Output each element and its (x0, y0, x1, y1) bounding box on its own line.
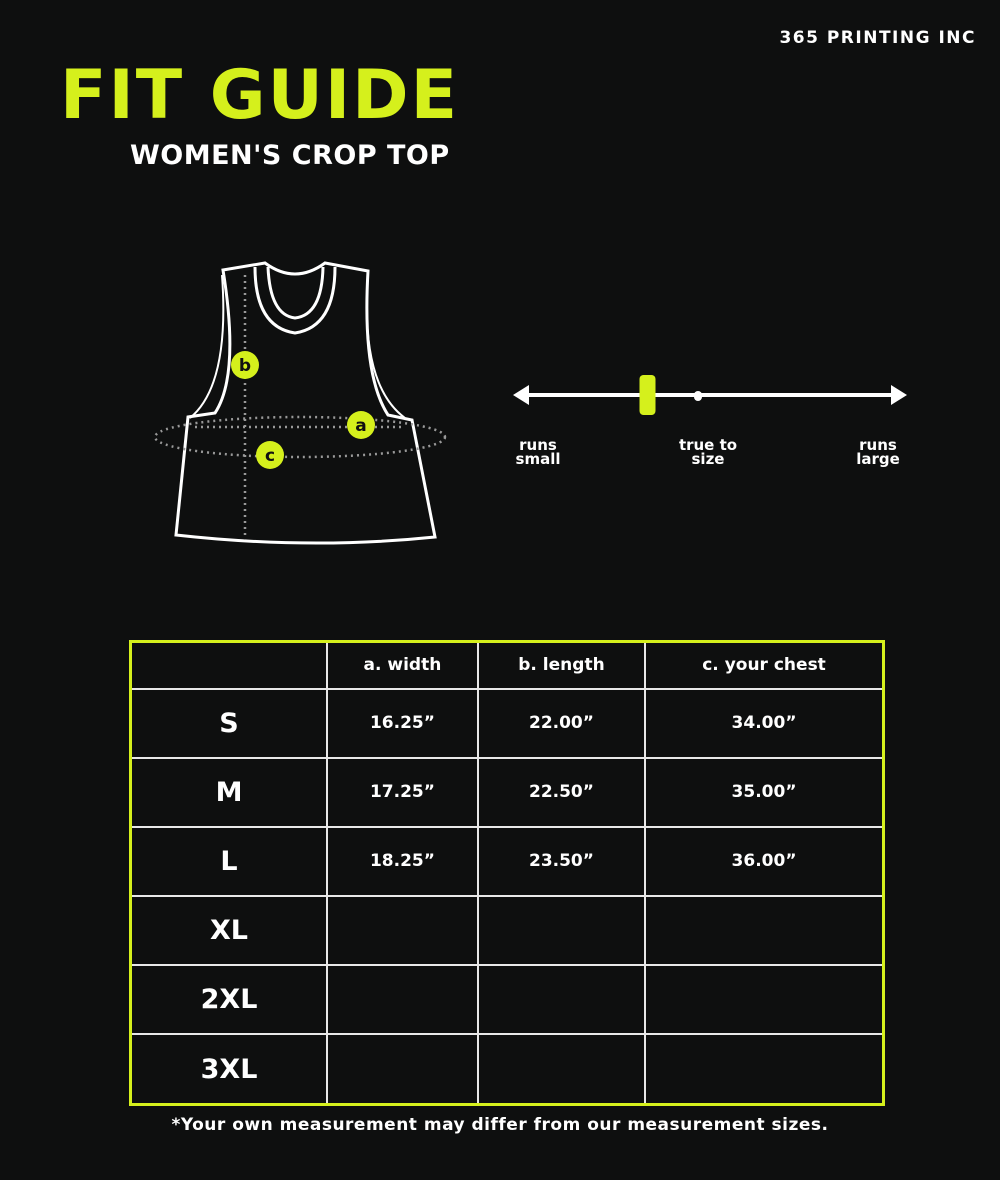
header-cell: c. your chest (644, 640, 885, 690)
width-cell: 18.25” (326, 825, 479, 898)
chest-cell (644, 964, 885, 1036)
true-to-size-tick (694, 391, 702, 401)
length-cell: 23.50” (476, 825, 647, 898)
size-cell: S (129, 687, 328, 759)
label-c-marker (256, 441, 284, 469)
header-cell: b. length (476, 640, 647, 690)
true-to-size-label: true to size (678, 436, 738, 468)
table-row: 3XL (129, 1033, 885, 1106)
width-cell (326, 894, 479, 967)
length-cell (476, 1033, 647, 1106)
table-row: L 18.25” 23.50” 36.00” (129, 825, 885, 898)
length-cell (476, 964, 647, 1036)
table-row: 2XL (129, 964, 885, 1036)
label-b: b (239, 356, 251, 376)
chest-cell (644, 1033, 885, 1106)
page-subtitle: WOMEN'S CROP TOP (130, 140, 450, 171)
size-cell: 2XL (129, 964, 328, 1036)
header-cell: a. width (326, 640, 479, 690)
brand-name: 365 PRINTING INC (779, 28, 976, 48)
label-a: a (355, 416, 366, 436)
length-cell: 22.50” (476, 756, 647, 828)
chest-cell (644, 894, 885, 967)
footnote: *Your own measurement may differ from ou… (171, 1115, 829, 1135)
runs-large-label: runs large (856, 436, 900, 468)
width-cell: 16.25” (326, 687, 479, 759)
chest-cell: 36.00” (644, 825, 885, 898)
table-row: S 16.25” 22.00” 34.00” (129, 687, 885, 759)
header-cell (129, 640, 328, 690)
width-cell (326, 964, 479, 1036)
right-arrow-icon (891, 385, 907, 405)
label-c: c (265, 446, 275, 466)
length-cell (476, 894, 647, 967)
size-cell: XL (129, 894, 328, 967)
width-cell: 17.25” (326, 756, 479, 828)
left-arrow-icon (513, 385, 529, 405)
label-a-marker (347, 411, 375, 439)
crop-top-diagram: b a c (153, 261, 447, 545)
table-row: M 17.25” 22.50” 35.00” (129, 756, 885, 828)
page-title: FIT GUIDE (60, 56, 460, 135)
size-cell: L (129, 825, 328, 898)
label-b-marker (231, 351, 259, 379)
size-cell: 3XL (129, 1033, 328, 1106)
table-header-row: a. width b. length c. your chest (129, 640, 885, 690)
chest-cell: 35.00” (644, 756, 885, 828)
runs-small-label: runs small (515, 436, 561, 468)
table-row: XL (129, 894, 885, 967)
fit-indicator (639, 375, 656, 415)
fit-scale (513, 375, 907, 415)
chest-cell: 34.00” (644, 687, 885, 759)
size-cell: M (129, 756, 328, 828)
size-table: a. width b. length c. your chest S 16.25”… (129, 640, 885, 1106)
width-cell (326, 1033, 479, 1106)
length-cell: 22.00” (476, 687, 647, 759)
